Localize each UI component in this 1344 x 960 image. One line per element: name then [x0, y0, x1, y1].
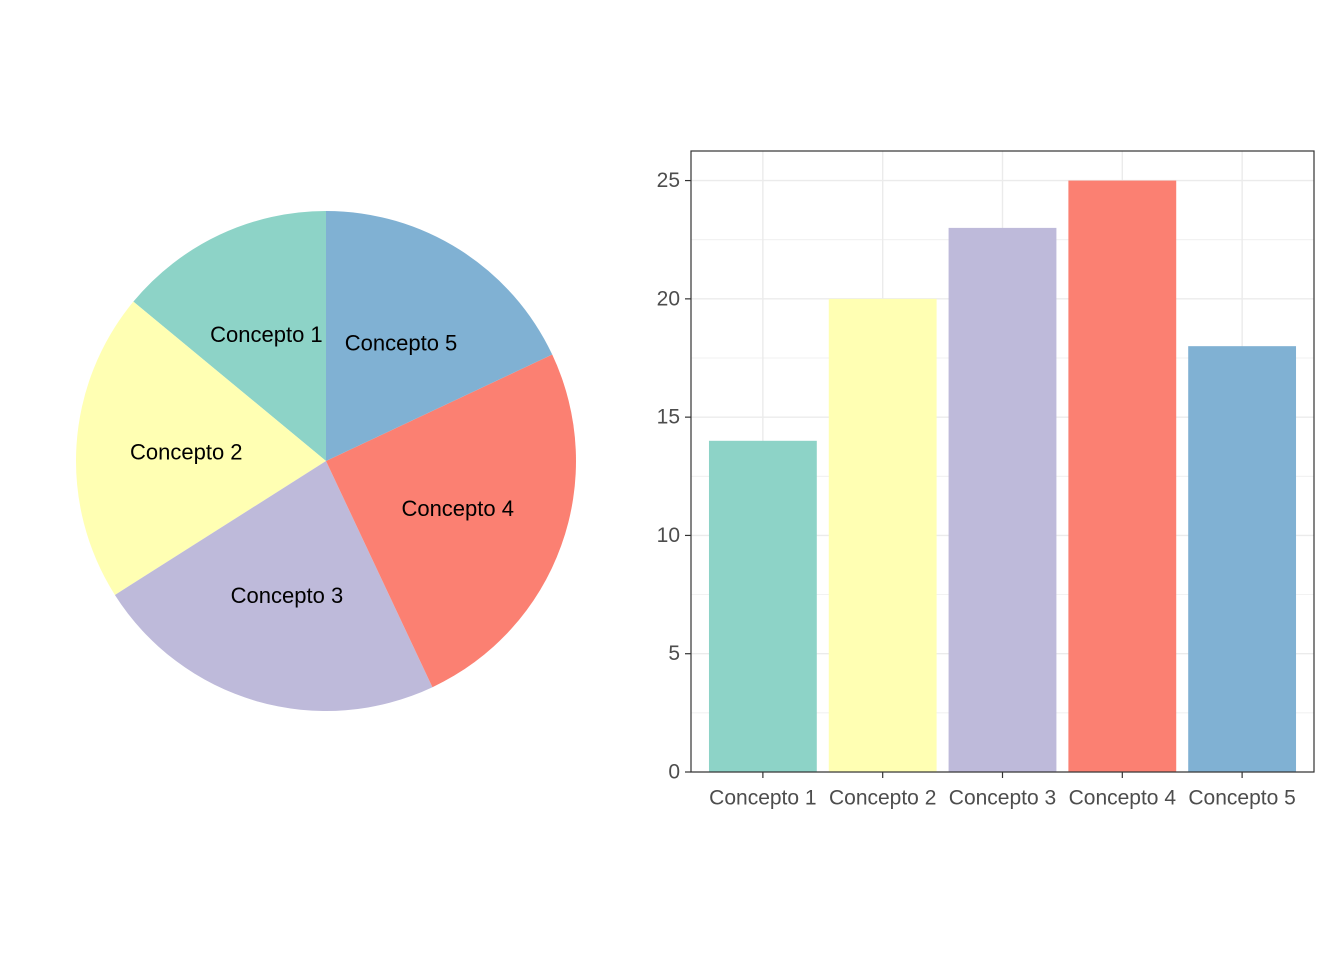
x-tick-label: Concepto 5 [1188, 787, 1295, 810]
pie-slice-label: Concepto 1 [210, 322, 323, 347]
y-tick-label: 15 [657, 406, 680, 429]
pie-slice [326, 354, 577, 688]
y-tick-label: 0 [668, 761, 680, 784]
pie-slice-label: Concepto 4 [401, 496, 514, 521]
x-axis: Concepto 1 Concepto 2 Concepto 3 Concepto 4… [709, 772, 1296, 810]
x-tick-label: Concepto 2 [829, 787, 936, 810]
bar [828, 298, 937, 772]
x-tick-label: Concepto 3 [949, 787, 1056, 810]
y-tick-label: 25 [657, 169, 680, 192]
bar [708, 440, 817, 772]
bar [948, 227, 1057, 772]
pie-chart: Concepto 1 Concepto 2 Concepto 3 Concepto 4… [75, 211, 577, 712]
pie-slice-label: Concepto 2 [130, 440, 243, 465]
bar-series [708, 180, 1297, 773]
x-tick-label: Concepto 1 [709, 787, 816, 810]
pie-slice-label: Concepto 3 [231, 583, 344, 608]
pie-slice [114, 461, 433, 712]
pie-slice [326, 211, 553, 461]
y-tick-label: 10 [657, 524, 680, 547]
y-tick-label: 5 [668, 642, 680, 665]
bar [1068, 180, 1177, 773]
y-tick-label: 20 [657, 287, 680, 310]
pie-slice-label: Concepto 5 [345, 330, 458, 355]
pie-slice [75, 301, 326, 595]
y-axis: 0 5 10 15 20 25 [657, 169, 691, 784]
pie-slice [133, 211, 326, 461]
bar [1188, 346, 1297, 772]
x-tick-label: Concepto 4 [1069, 787, 1177, 810]
